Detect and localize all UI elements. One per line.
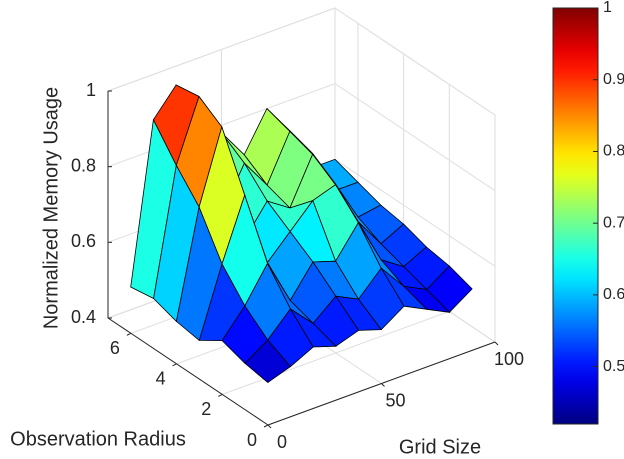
x-tick-label: 100 bbox=[494, 349, 524, 369]
colorbar-tick-label: 0.7 bbox=[603, 214, 624, 231]
x-tick-label: 0 bbox=[277, 432, 287, 452]
z-axis-label: Normalized Memory Usage bbox=[40, 87, 62, 329]
y-tick bbox=[263, 424, 269, 428]
y-tick-label: 2 bbox=[201, 399, 211, 419]
y-tick bbox=[172, 363, 177, 367]
axis-line bbox=[107, 317, 269, 426]
y-tick-label: 4 bbox=[156, 369, 166, 389]
z-tick-label: 0.8 bbox=[71, 155, 96, 175]
x-tick bbox=[381, 383, 385, 387]
grid-line bbox=[107, 7, 496, 116]
colorbar-ticks: 0.5 0.6 0.7 0.8 0.9 1 bbox=[593, 0, 624, 375]
colorbar-tick-label: 0.8 bbox=[603, 143, 624, 160]
colorbar-tick-label: 0.5 bbox=[603, 358, 624, 375]
y-tick-label: 6 bbox=[110, 338, 120, 358]
x-tick-label: 50 bbox=[385, 390, 405, 410]
colorbar bbox=[552, 7, 599, 425]
colorbar-tick-label: 1 bbox=[603, 0, 612, 16]
y-tick bbox=[126, 332, 132, 336]
y-axis-label: Observation Radius bbox=[10, 428, 186, 450]
colorbar-tick-label: 0.9 bbox=[603, 71, 624, 88]
axes-labels: 0 50 100 0 2 4 6 0.4 0.6 0.8 1 bbox=[71, 80, 524, 452]
z-tick-label: 0.6 bbox=[71, 231, 96, 251]
y-tick-label: 0 bbox=[247, 430, 257, 450]
z-tick-label: 1 bbox=[86, 80, 96, 100]
colorbar-tick-label: 0.6 bbox=[603, 286, 624, 303]
y-tick bbox=[218, 393, 223, 397]
z-tick-label: 0.4 bbox=[71, 307, 96, 327]
surface-face bbox=[244, 339, 292, 384]
x-tick bbox=[267, 424, 272, 429]
x-axis-label: Grid Size bbox=[399, 436, 481, 458]
x-tick bbox=[494, 341, 499, 346]
surface bbox=[130, 84, 473, 384]
